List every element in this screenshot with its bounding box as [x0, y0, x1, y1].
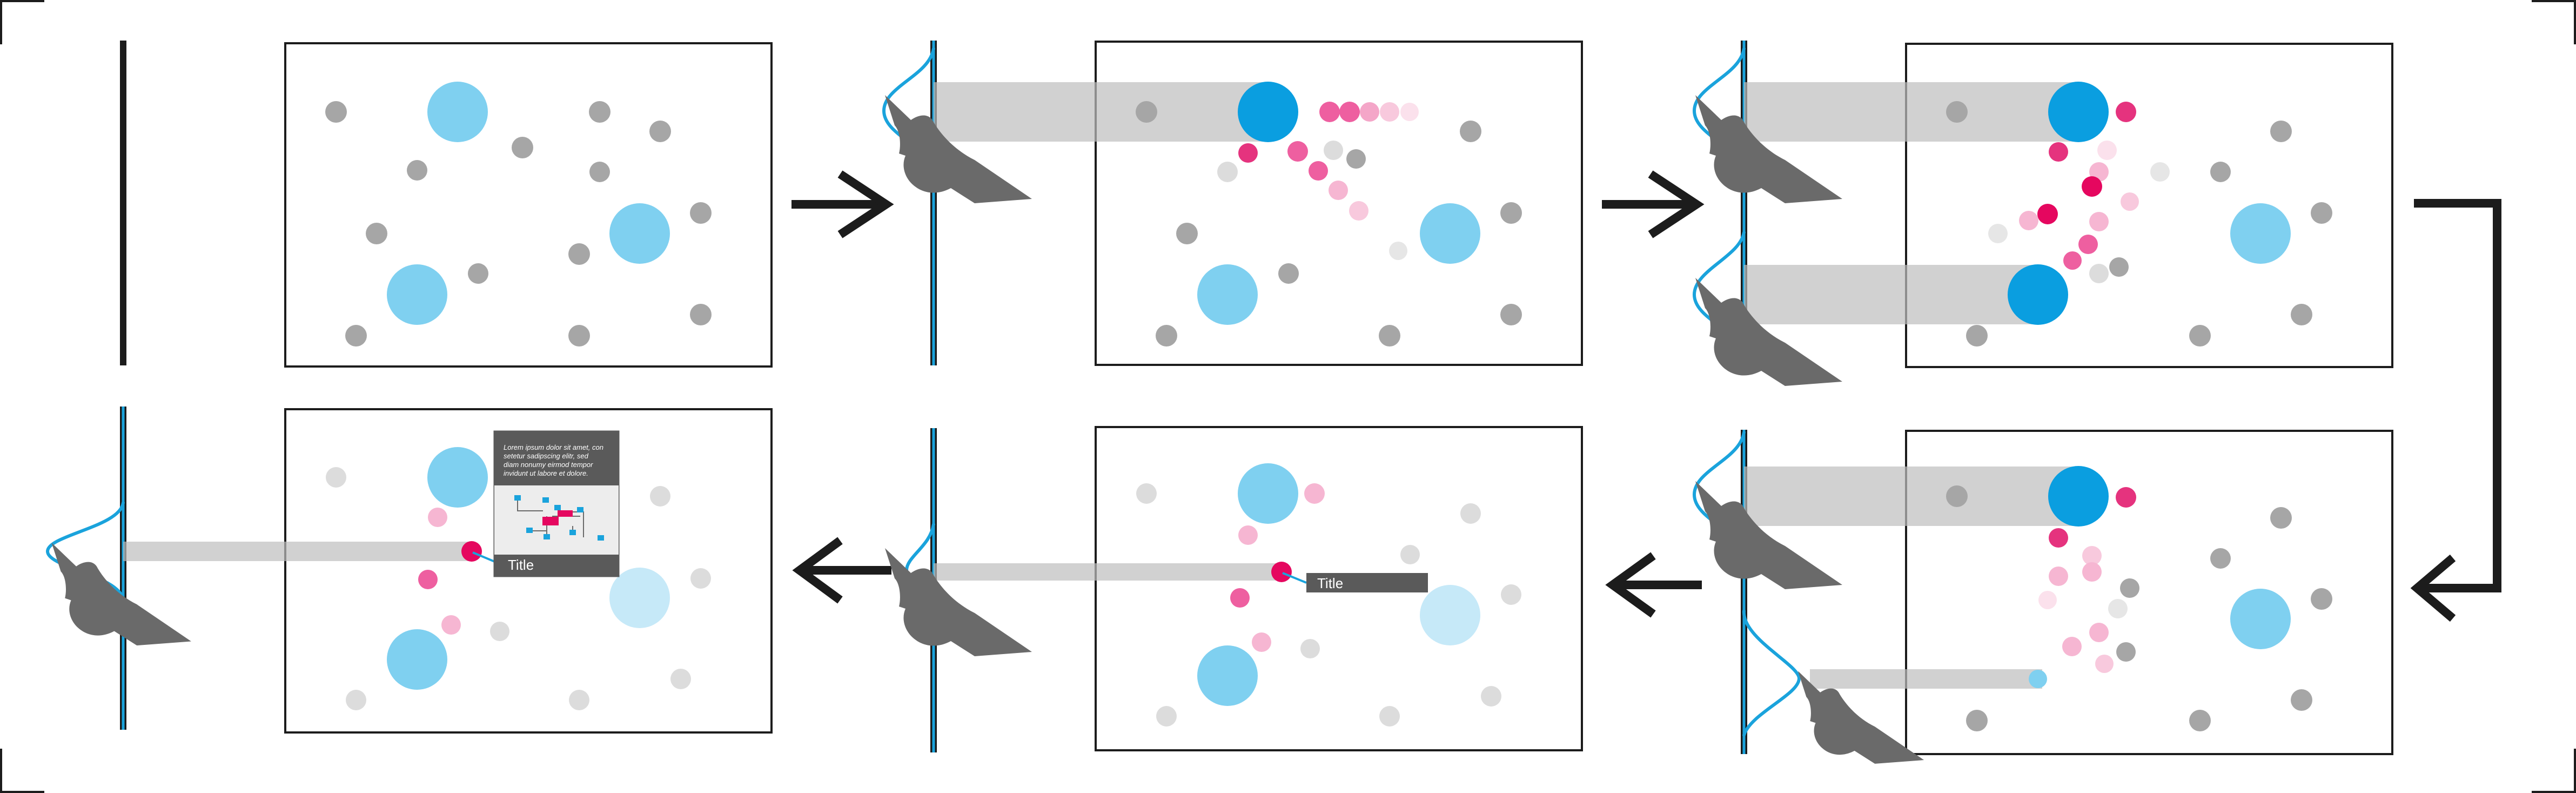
tooltip-leader	[1282, 572, 1307, 584]
scatter-points	[1946, 485, 2332, 731]
tooltip: Title	[1306, 573, 1428, 592]
cluster-circles	[1197, 82, 1480, 325]
density-curve	[1742, 609, 1801, 737]
card-leader	[472, 551, 497, 563]
selection-beam	[1810, 669, 2042, 689]
selection-beam	[1744, 82, 2079, 142]
step-6: Lorem ipsum dolor sit amet, con setetur …	[45, 407, 773, 734]
cluster-circles	[387, 447, 670, 690]
cluster-circles	[2008, 82, 2291, 325]
scatter-points	[326, 467, 711, 710]
step-1	[120, 41, 773, 368]
card-text-line-4: invidunt ut labore et dolore.	[504, 469, 588, 477]
cluster-circles	[2029, 466, 2291, 688]
highlighted-points	[2038, 487, 2136, 673]
selection-beam	[1744, 467, 2079, 526]
highlighted-points	[2019, 102, 2139, 270]
scatter-points	[325, 101, 712, 346]
arrow-icon	[2410, 199, 2501, 622]
step-4	[1692, 430, 2393, 764]
tooltip-title: Title	[1317, 575, 1343, 591]
cluster-circles	[387, 82, 670, 325]
selection-beam	[1744, 265, 2038, 324]
card-text-line-1: Lorem ipsum dolor sit amet, con	[504, 443, 603, 451]
selection-beam	[123, 542, 472, 561]
highlighted-points	[1238, 102, 1419, 221]
scatter-points	[1136, 101, 1522, 346]
mini-network-graph-icon	[514, 495, 604, 541]
arrow-icon	[792, 537, 891, 604]
scatter-points	[1946, 101, 2332, 346]
detail-card: Lorem ipsum dolor sit amet, con setetur …	[493, 430, 620, 577]
arrow-icon	[1602, 170, 1705, 238]
highlighted-points	[418, 508, 482, 635]
arrow-icon	[791, 170, 894, 238]
card-title: Title	[508, 557, 534, 573]
arrow-icon	[1605, 552, 1702, 618]
cluster-circles	[1197, 463, 1480, 706]
scatter-points	[1136, 483, 1521, 727]
highlighted-points	[1230, 483, 1325, 652]
flow-arrows	[791, 170, 2501, 622]
step-3	[1692, 41, 2393, 386]
card-text-line-2: setetur sadipscing elitr, sed	[504, 452, 589, 460]
selection-beam	[934, 82, 1269, 142]
card-text-line-3: diam nonumy eirmod tempor	[504, 461, 593, 469]
step-5: Title	[885, 426, 1583, 752]
step-2	[882, 41, 1583, 366]
selection-beam	[934, 563, 1282, 581]
